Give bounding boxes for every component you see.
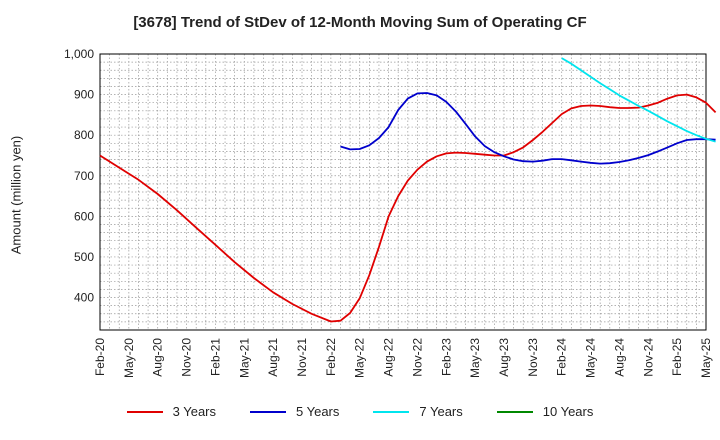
legend-label: 3 Years xyxy=(172,404,216,419)
series-line-5-years xyxy=(340,92,716,165)
y-tick-label: 400 xyxy=(74,291,94,305)
y-tick-label: 800 xyxy=(74,128,94,142)
series-line-7-years xyxy=(561,57,716,143)
y-tick-labels: 400 500 600 700 800 900 1,000 xyxy=(64,47,94,305)
y-tick-label: 1,000 xyxy=(64,47,94,61)
x-tick-label: Aug-20 xyxy=(151,338,165,377)
legend-item: 5 Years xyxy=(250,404,339,419)
chart-plot: 400 500 600 700 800 900 1,000 Feb-20 May-20 Aug-… xyxy=(64,47,717,378)
x-tick-label: May-22 xyxy=(353,338,367,378)
legend-swatch xyxy=(496,410,533,413)
series-lines xyxy=(99,57,717,323)
x-tick-label: May-24 xyxy=(584,338,598,378)
legend-label: 7 Years xyxy=(419,404,463,419)
legend-label: 5 Years xyxy=(296,404,340,419)
x-tick-label: Aug-21 xyxy=(266,338,280,377)
x-tick-label: May-25 xyxy=(699,338,713,378)
x-tick-label: Nov-20 xyxy=(180,338,194,377)
legend-item: 3 Years xyxy=(126,404,216,419)
legend-swatch xyxy=(373,410,410,413)
legend-label: 10 Years xyxy=(542,404,594,419)
y-tick-label: 700 xyxy=(74,169,94,183)
x-tick-label: May-20 xyxy=(122,338,136,378)
x-tick-label: May-23 xyxy=(468,338,482,378)
x-tick-labels: Feb-20 May-20 Aug-20 Nov-20 Feb-21 May-21 Aug-… xyxy=(93,338,713,378)
legend-item: 10 Years xyxy=(496,404,594,419)
x-tick-label: Feb-25 xyxy=(670,338,684,376)
x-tick-label: Aug-23 xyxy=(497,338,511,377)
x-tick-label: Feb-24 xyxy=(555,338,569,376)
x-tick-label: Nov-21 xyxy=(295,338,309,377)
x-tick-label: Nov-23 xyxy=(526,338,540,377)
plot-frame xyxy=(99,53,707,331)
series-line-3-years xyxy=(99,93,717,323)
legend-swatch xyxy=(126,410,163,413)
x-tick-label: Feb-20 xyxy=(93,338,107,376)
y-tick-label: 900 xyxy=(74,88,94,102)
x-tick-label: Aug-24 xyxy=(612,338,626,377)
chart-title: [3678] Trend of StDev of 12-Month Moving… xyxy=(133,14,587,31)
x-tick-label: Nov-22 xyxy=(410,338,424,377)
legend-item: 7 Years xyxy=(373,404,463,419)
legend: 3 Years 5 Years 7 Years 10 Years xyxy=(0,404,720,419)
grid-lines xyxy=(99,53,707,331)
x-tick-label: May-21 xyxy=(237,338,251,378)
x-tick-label: Feb-22 xyxy=(324,338,338,376)
x-tick-label: Nov-24 xyxy=(641,338,655,377)
x-tick-label: Feb-21 xyxy=(208,338,222,376)
y-tick-label: 600 xyxy=(74,209,94,223)
x-tick-label: Aug-22 xyxy=(382,338,396,377)
x-tick-label: Feb-23 xyxy=(439,338,453,376)
y-tick-label: 500 xyxy=(74,250,94,264)
legend-swatch xyxy=(250,410,286,413)
